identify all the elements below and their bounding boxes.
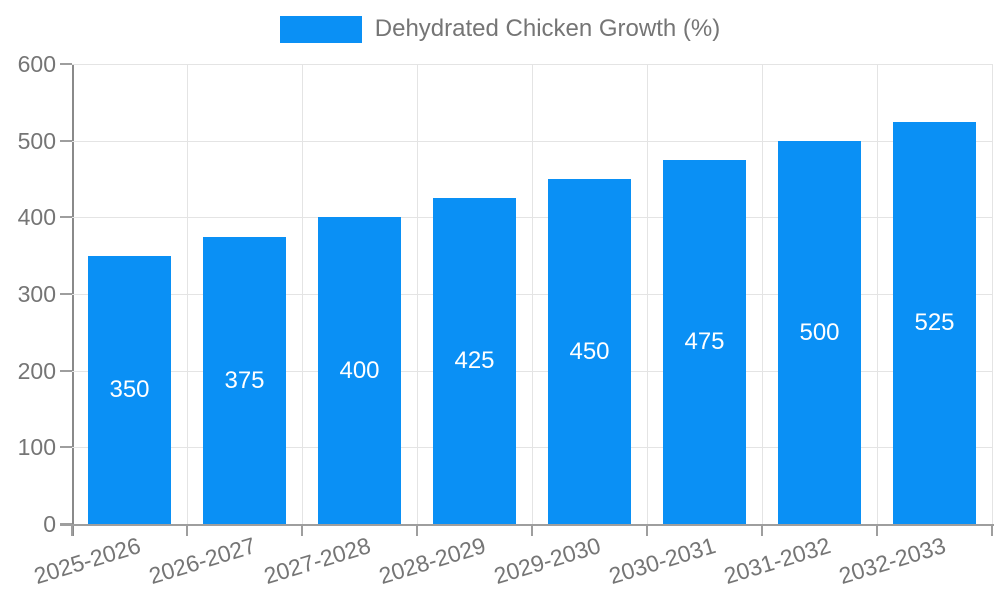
- x-axis-tick: [71, 524, 73, 536]
- y-axis-tick: [60, 370, 72, 372]
- y-axis-tick: [60, 293, 72, 295]
- v-gridline: [417, 64, 418, 524]
- bar[interactable]: 400: [318, 217, 401, 524]
- bar[interactable]: 500: [778, 141, 861, 524]
- x-axis-label: 2027-2028: [260, 532, 374, 590]
- bar-value-label: 475: [684, 328, 725, 355]
- x-axis-tick: [876, 524, 878, 536]
- x-axis-label: 2031-2032: [720, 532, 834, 590]
- v-gridline: [762, 64, 763, 524]
- x-axis-label: 2025-2026: [30, 532, 144, 590]
- x-axis-tick: [646, 524, 648, 536]
- y-axis-label: 500: [17, 128, 56, 154]
- x-axis-label: 2029-2030: [490, 532, 604, 590]
- y-axis-tick: [60, 140, 72, 142]
- bar[interactable]: 525: [893, 122, 976, 524]
- x-axis-tick: [761, 524, 763, 536]
- bar-value-label: 375: [224, 366, 265, 394]
- v-gridline: [647, 64, 648, 524]
- y-axis-label: 300: [17, 281, 56, 307]
- y-axis-tick: [60, 523, 72, 525]
- y-axis-label: 100: [17, 434, 56, 460]
- v-gridline: [992, 64, 993, 524]
- v-gridline: [187, 64, 188, 524]
- v-gridline: [532, 64, 533, 524]
- bar-value-label: 525: [914, 309, 955, 336]
- bar[interactable]: 425: [433, 198, 516, 524]
- x-axis-tick: [416, 524, 418, 536]
- x-axis-tick: [186, 524, 188, 536]
- y-axis-tick: [60, 446, 72, 448]
- x-axis-label: 2032-2033: [835, 532, 949, 590]
- bar-value-label: 400: [339, 356, 380, 384]
- y-axis-tick: [60, 63, 72, 65]
- y-axis-label: 200: [17, 358, 56, 384]
- x-axis-tick: [301, 524, 303, 536]
- x-axis-label: 2030-2031: [605, 532, 719, 590]
- x-axis-label: 2026-2027: [145, 532, 259, 590]
- bar-value-label: 350: [109, 376, 150, 403]
- x-axis-tick: [991, 524, 993, 536]
- legend-label: Dehydrated Chicken Growth (%): [374, 15, 721, 42]
- y-axis-line: [72, 64, 74, 536]
- bar-value-label: 450: [569, 337, 610, 365]
- x-axis-tick: [531, 524, 533, 536]
- x-axis-label: 2028-2029: [375, 532, 489, 590]
- v-gridline: [877, 64, 878, 524]
- bar[interactable]: 475: [663, 160, 746, 524]
- x-axis-line: [60, 524, 994, 526]
- bar[interactable]: 350: [88, 256, 171, 524]
- v-gridline: [302, 64, 303, 524]
- bar-value-label: 425: [454, 347, 495, 374]
- legend-swatch: [279, 15, 362, 43]
- y-axis-label: 600: [17, 51, 56, 77]
- bar-value-label: 500: [799, 318, 840, 346]
- y-axis-tick: [60, 216, 72, 218]
- y-axis-label: 0: [43, 511, 56, 537]
- legend-item[interactable]: Dehydrated Chicken Growth (%): [0, 15, 1000, 43]
- bar[interactable]: 375: [203, 237, 286, 524]
- bar[interactable]: 450: [548, 179, 631, 524]
- y-axis-label: 400: [17, 204, 56, 230]
